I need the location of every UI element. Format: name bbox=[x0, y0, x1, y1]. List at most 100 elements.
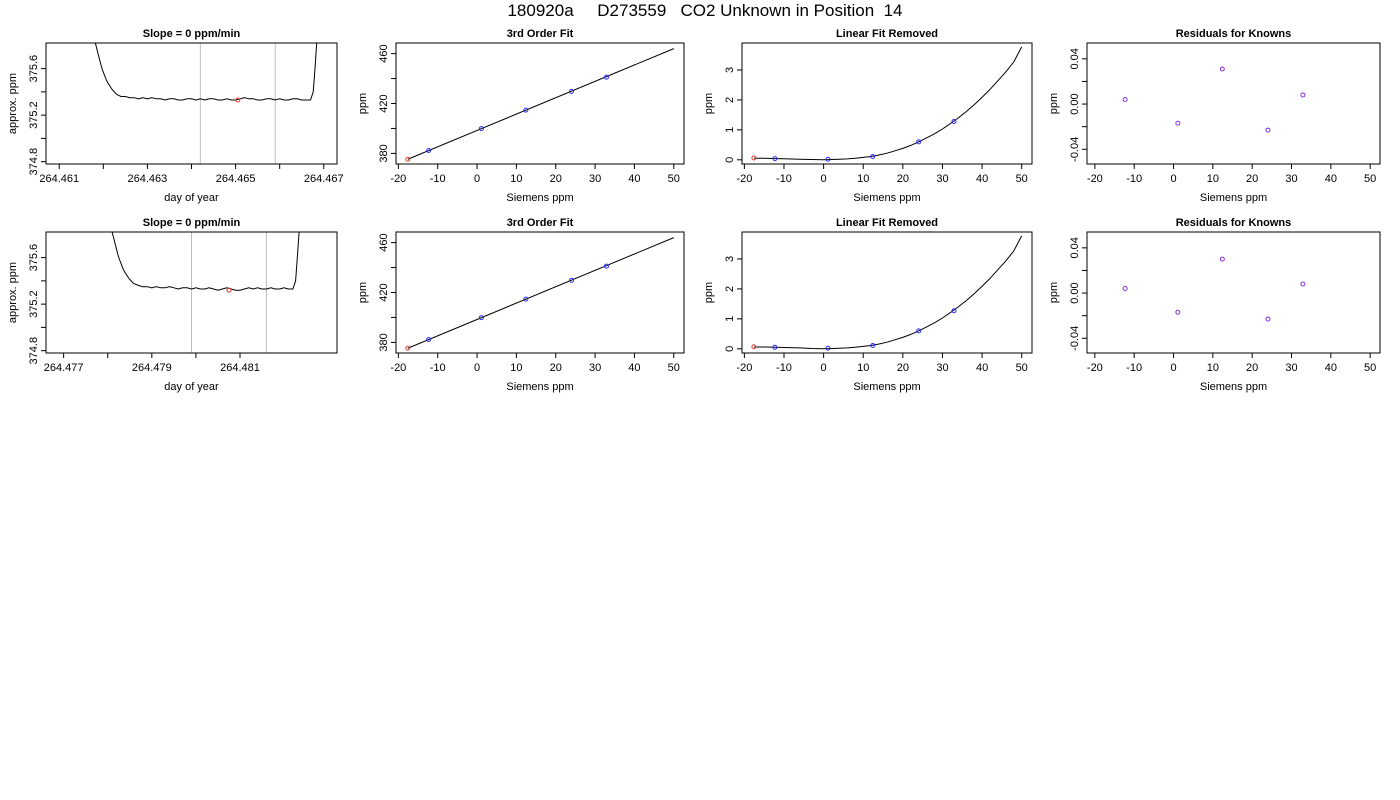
plot-area bbox=[405, 237, 674, 351]
plot-area bbox=[1122, 66, 1306, 133]
x-tick-label: 50 bbox=[668, 362, 680, 374]
data-point bbox=[1265, 316, 1271, 322]
x-tick-label: -20 bbox=[736, 173, 752, 185]
data-point bbox=[772, 156, 778, 162]
fit-curve bbox=[753, 235, 1023, 350]
data-point bbox=[478, 126, 484, 132]
y-axis-label: ppm bbox=[703, 282, 715, 303]
x-tick-label: -20 bbox=[1087, 173, 1103, 185]
data-point bbox=[951, 308, 957, 314]
x-tick-label: 10 bbox=[857, 362, 869, 374]
chart-panel-linear-2: Linear Fit Removed -20 -10 0 10 20 30 40 50 0 1 2 3 S… bbox=[703, 217, 1033, 393]
y-tick-label: 375.2 bbox=[28, 101, 40, 129]
x-tick-label: 50 bbox=[1016, 173, 1028, 185]
y-tick-label: 374.8 bbox=[28, 337, 40, 365]
chart-panel-fit-1: 3rd Order Fit -20 -10 0 10 20 30 40 50 380 420 460 S… bbox=[357, 28, 685, 204]
panel-title: Residuals for Knowns bbox=[1176, 217, 1292, 229]
x-tick-label: -20 bbox=[1087, 362, 1103, 374]
panel-title: 3rd Order Fit bbox=[507, 28, 574, 40]
data-point bbox=[1219, 256, 1225, 262]
x-tick-label: 40 bbox=[976, 173, 988, 185]
x-tick-label: -20 bbox=[736, 362, 752, 374]
x-axis-label: Siemens ppm bbox=[1200, 381, 1267, 393]
data-point bbox=[568, 88, 574, 94]
x-tick-label: 40 bbox=[976, 362, 988, 374]
data-point bbox=[603, 74, 609, 80]
data-point bbox=[523, 296, 529, 302]
y-axis-label: ppm bbox=[703, 93, 715, 114]
plot-frame bbox=[1086, 231, 1381, 354]
data-point bbox=[751, 344, 757, 350]
x-tick-label: 10 bbox=[1207, 362, 1219, 374]
plot-area bbox=[751, 46, 1023, 162]
x-axis-label: Siemens ppm bbox=[1200, 192, 1267, 204]
x-axis-label: day of year bbox=[164, 192, 219, 204]
x-axis-label: Siemens ppm bbox=[853, 381, 920, 393]
figure: Slope = 0 ppm/min 264.461 264.463 264.465 26… bbox=[7, 28, 1381, 393]
data-point bbox=[825, 156, 831, 162]
data-point bbox=[772, 344, 778, 350]
panel-title: 3rd Order Fit bbox=[507, 217, 574, 229]
x-tick-label: 264.479 bbox=[132, 362, 172, 374]
y-tick-label: 3 bbox=[724, 67, 736, 73]
data-point bbox=[1122, 97, 1128, 103]
x-tick-label: 20 bbox=[1246, 362, 1258, 374]
y-tick-label: 0.00 bbox=[1069, 93, 1081, 114]
data-point bbox=[478, 315, 484, 321]
data-point bbox=[870, 154, 876, 160]
chart-panel-trace-2: Slope = 0 ppm/min 264.477 264.479 264.481 37… bbox=[7, 217, 338, 393]
y-tick-label: 460 bbox=[378, 233, 390, 251]
data-point bbox=[523, 107, 529, 113]
series-line bbox=[94, 43, 318, 101]
y-tick-label: 420 bbox=[378, 283, 390, 301]
x-tick-label: 0 bbox=[1170, 173, 1176, 185]
x-tick-label: 30 bbox=[936, 362, 948, 374]
x-axis-label: Siemens ppm bbox=[853, 192, 920, 204]
data-point bbox=[426, 337, 432, 343]
x-tick-label: 0 bbox=[1170, 362, 1176, 374]
y-tick-label: 374.8 bbox=[28, 148, 40, 176]
x-axis-label: Siemens ppm bbox=[506, 192, 573, 204]
y-tick-label: 2 bbox=[724, 97, 736, 103]
x-tick-label: 20 bbox=[897, 173, 909, 185]
x-tick-label: 20 bbox=[897, 362, 909, 374]
y-tick-label: 0.00 bbox=[1069, 282, 1081, 303]
data-point bbox=[1122, 286, 1128, 292]
panel-title: Residuals for Knowns bbox=[1176, 28, 1292, 40]
data-point bbox=[405, 345, 411, 351]
panel-title: Linear Fit Removed bbox=[836, 28, 938, 40]
fit-curve bbox=[753, 46, 1023, 161]
x-tick-label: 10 bbox=[857, 173, 869, 185]
data-point bbox=[568, 277, 574, 283]
x-tick-label: -10 bbox=[430, 362, 446, 374]
y-tick-label: 375.2 bbox=[28, 290, 40, 318]
x-tick-label: 50 bbox=[1016, 362, 1028, 374]
plot-frame bbox=[741, 231, 1033, 354]
panel-title: Linear Fit Removed bbox=[836, 217, 938, 229]
chart-panel-linear-1: Linear Fit Removed -20 -10 0 10 20 30 40 50 0 1 2 3 S… bbox=[703, 28, 1033, 204]
panel-title: Slope = 0 ppm/min bbox=[143, 217, 241, 229]
x-tick-label: -20 bbox=[390, 173, 406, 185]
y-tick-label: 0.04 bbox=[1069, 48, 1081, 69]
data-point bbox=[1175, 120, 1181, 126]
data-point bbox=[405, 156, 411, 162]
y-tick-label: 460 bbox=[378, 44, 390, 62]
x-tick-label: 20 bbox=[1246, 173, 1258, 185]
page-title: 180920a D273559 CO2 Unknown in Position … bbox=[507, 1, 903, 20]
data-point bbox=[1175, 309, 1181, 315]
x-tick-label: 30 bbox=[1285, 173, 1297, 185]
plot-area bbox=[751, 235, 1023, 351]
y-tick-label: 420 bbox=[378, 94, 390, 112]
y-tick-label: 380 bbox=[378, 333, 390, 351]
plot-frame bbox=[45, 42, 338, 165]
x-tick-label: 264.477 bbox=[44, 362, 84, 374]
data-point bbox=[751, 155, 757, 161]
data-point bbox=[1219, 66, 1225, 72]
x-tick-label: 10 bbox=[510, 173, 522, 185]
y-tick-label: -0.04 bbox=[1069, 137, 1081, 162]
x-tick-label: 0 bbox=[474, 362, 480, 374]
y-tick-label: 0 bbox=[724, 346, 736, 352]
x-tick-label: 264.463 bbox=[128, 173, 168, 185]
x-tick-label: -10 bbox=[776, 173, 792, 185]
x-tick-label: 10 bbox=[510, 362, 522, 374]
